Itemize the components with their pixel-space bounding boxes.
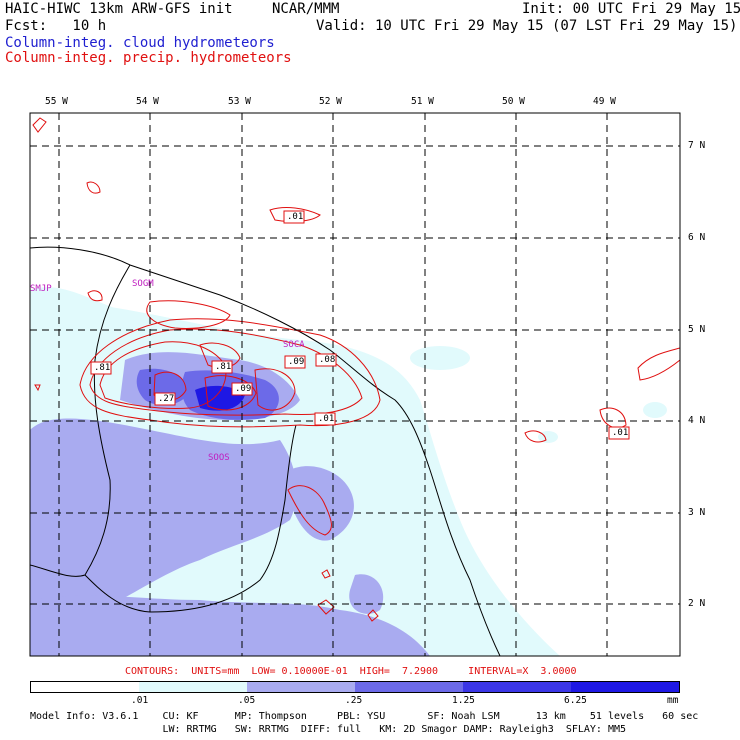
contour-label: .01 bbox=[612, 428, 629, 438]
lat-label: 5 N bbox=[688, 324, 706, 335]
colorbar-label: .25 bbox=[345, 695, 363, 706]
contour-label: .09 bbox=[235, 384, 252, 394]
forecast-hour: Fcst: 10 h bbox=[5, 18, 107, 34]
lon-label: 54 W bbox=[136, 96, 159, 107]
lon-label: 53 W bbox=[228, 96, 251, 107]
lon-label: 55 W bbox=[45, 96, 68, 107]
lat-label: 6 N bbox=[688, 232, 706, 243]
contour-label: .81 bbox=[94, 363, 111, 373]
contour-label: .81 bbox=[215, 362, 232, 372]
lat-lon-grid bbox=[30, 113, 680, 656]
contour-label: .09 bbox=[288, 357, 305, 367]
map-frame bbox=[29, 112, 681, 657]
lon-label: 50 W bbox=[502, 96, 525, 107]
station-label: SOCA bbox=[283, 340, 305, 350]
colorbar-label: .01 bbox=[131, 695, 149, 706]
model-title: HAIC-HIWC 13km ARW-GFS init bbox=[5, 1, 233, 17]
colorbar-label: .05 bbox=[238, 695, 256, 706]
contour-label: .08 bbox=[319, 355, 336, 365]
contour-label: .01 bbox=[318, 414, 335, 424]
contour-label-boxes bbox=[90, 210, 630, 440]
contours-info: CONTOURS: UNITS=mm LOW= 0.10000E-01 HIGH… bbox=[125, 666, 577, 677]
model-info-line1: Model Info: V3.6.1 CU: KF MP: Thompson P… bbox=[30, 711, 699, 722]
legend-cloud: Column-integ. cloud hydrometeors bbox=[5, 35, 275, 51]
colorbar-segment bbox=[31, 682, 139, 692]
colorbar-segment bbox=[355, 682, 463, 692]
colorbar-segment bbox=[571, 682, 679, 692]
colorbar-segment bbox=[247, 682, 355, 692]
colorbar-segment bbox=[139, 682, 247, 692]
lon-label: 52 W bbox=[319, 96, 342, 107]
coastline bbox=[30, 246, 501, 656]
lat-label: 7 N bbox=[688, 140, 706, 151]
init-time: Init: 00 UTC Fri 29 May 15 bbox=[522, 1, 740, 17]
lat-label: 3 N bbox=[688, 507, 706, 518]
contour-label: .27 bbox=[158, 394, 175, 404]
contour-label: .01 bbox=[287, 212, 304, 222]
lat-label: 2 N bbox=[688, 598, 706, 609]
lat-label: 4 N bbox=[688, 415, 706, 426]
model-info-line2: LW: RRTMG SW: RRTMG DIFF: full KM: 2D Sm… bbox=[30, 724, 627, 735]
lon-label: 49 W bbox=[593, 96, 616, 107]
colorbar-label: 6.25 bbox=[564, 695, 587, 706]
colorbar bbox=[30, 681, 680, 693]
org-label: NCAR/MMM bbox=[272, 1, 340, 17]
legend-precip: Column-integ. precip. hydrometeors bbox=[5, 50, 292, 66]
station-label: SOGM bbox=[132, 279, 154, 289]
valid-time: Valid: 10 UTC Fri 29 May 15 (07 LST Fri … bbox=[316, 18, 738, 34]
station-label: SOOS bbox=[208, 453, 230, 463]
colorbar-label: 1.25 bbox=[452, 695, 475, 706]
lon-label: 51 W bbox=[411, 96, 434, 107]
colorbar-segment bbox=[463, 682, 571, 692]
colorbar-unit: mm bbox=[667, 695, 679, 706]
station-label: SMJP bbox=[30, 284, 52, 294]
